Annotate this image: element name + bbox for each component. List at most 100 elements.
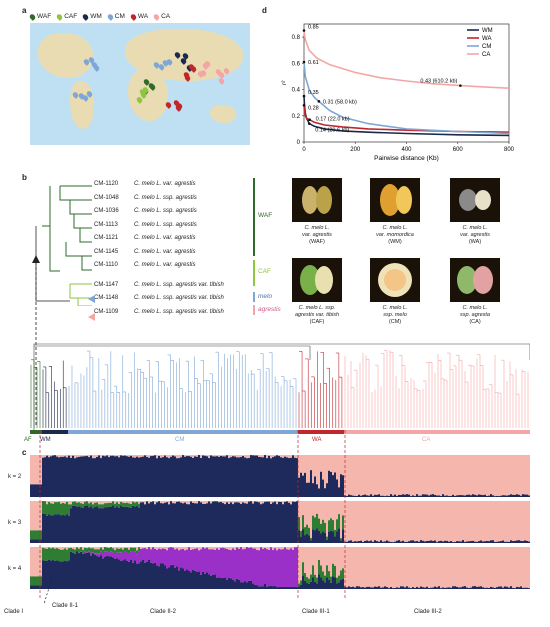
ancestry-bar [380,540,382,543]
ancestry-bar [282,504,284,543]
ancestry-bar [138,457,140,497]
ancestry-bar [358,494,360,497]
ancestry-bar [74,549,76,554]
ancestry-bar [480,501,482,541]
ancestry-bar [64,548,66,561]
ancestry-bar [338,582,340,589]
ancestry-bar [216,547,218,549]
map-pin-icon [92,64,101,73]
ancestry-bar [388,547,390,589]
ancestry-bar [510,540,512,543]
ancestry-bar [398,455,400,495]
ancestry-bar [130,455,132,497]
ancestry-bar [250,501,252,543]
ancestry-bar [218,456,220,497]
ancestry-bar [108,556,110,589]
ancestry-bar [264,501,266,543]
ancestry-bar [278,547,280,549]
ancestry-bar [416,547,418,587]
ancestry-bar [154,548,156,563]
ancestry-bar [378,501,380,542]
ancestry-bar [226,501,228,503]
ancestry-bar [84,547,86,552]
panel-b-letter: b [22,173,27,182]
ancestry-bar [188,501,190,505]
ancestry-bar [242,547,244,550]
ancestry-bar [282,501,284,505]
ancestry-bar [320,533,322,543]
ancestry-bar [164,548,166,566]
ancestry-bar [340,570,342,580]
ancestry-bar [174,549,176,568]
ancestry-bar [58,547,60,550]
ancestry-bar [460,501,462,542]
ancestry-bar [330,576,332,583]
ancestry-bar [464,501,466,542]
ancestry-bar [90,547,92,549]
ancestry-bar [274,501,276,543]
ancestry-bar [186,549,188,570]
ancestry-bar [328,547,330,572]
ancestry-bar [62,514,64,543]
ancestry-bar [112,547,114,549]
ancestry-bar [354,501,356,542]
ancestry-bar [342,547,344,569]
ancestry-bar [272,501,274,503]
ancestry-bar [226,548,228,580]
ancestry-bar [30,539,32,543]
ancestry-bar [258,547,260,551]
ancestry-bar [158,501,160,543]
ancestry-bar [216,548,218,579]
ancestry-bar [176,501,178,502]
ancestry-bar [72,547,74,549]
ancestry-bar [468,494,470,497]
ancestry-bar [508,541,510,543]
ancestry-bar [126,502,128,507]
ancestry-bar [208,574,210,589]
annotation-label: 0.28 [308,105,319,111]
ancestry-bar [94,455,96,459]
ancestry-bar [186,501,188,505]
ancestry-bar [214,501,216,543]
ancestry-bar [176,566,178,589]
ancestry-bar [158,455,160,456]
ancestry-bar [382,547,384,588]
ancestry-bar [294,547,296,587]
ancestry-bar [194,455,196,457]
ancestry-bar [478,455,480,495]
ancestry-bar [512,541,514,543]
ancestry-bar [60,455,62,457]
ancestry-bar [188,547,190,571]
ancestry-bar [408,501,410,542]
ancestry-bar [396,455,398,496]
annotation-label: 0.43 (610.2 kb) [420,79,457,85]
ancestry-bar [172,503,174,543]
ancestry-bar [118,501,120,504]
ancestry-bar [346,547,348,588]
ancestry-bar [268,549,270,587]
ancestry-bar [402,586,404,589]
ancestry-bar [122,549,124,554]
accession-id: CM-1110 [94,262,118,268]
ancestry-bar [238,501,240,503]
ancestry-bar [460,455,462,496]
ancestry-bar [54,560,56,589]
ancestry-bar [462,540,464,543]
ancestry-bar [440,455,442,496]
ancestry-bar [372,547,374,588]
ancestry-bar [194,548,196,571]
ancestry-bar [438,541,440,543]
ancestry-bar [54,501,56,503]
ancestry-bar [166,550,168,569]
ancestry-bar [204,573,206,589]
annotation-label: 0.14 (20.6 kb) [315,128,349,134]
ancestry-bar [78,456,80,497]
ancestry-bar [420,586,422,589]
ancestry-bar [126,547,128,548]
ancestry-bar [298,547,300,584]
ancestry-bar [88,507,90,543]
ancestry-bar [48,559,50,589]
ancestry-bar [218,577,220,589]
x-tick-label: 600 [453,147,464,153]
ancestry-bar [372,455,374,496]
